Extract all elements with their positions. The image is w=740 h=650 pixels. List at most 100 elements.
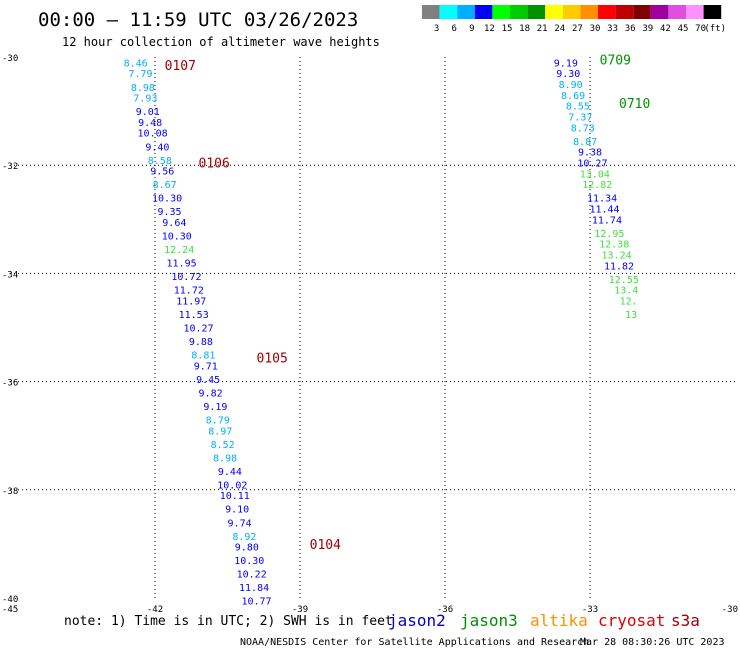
swh-value: 7.79 (128, 69, 152, 80)
swh-value: 9.10 (225, 505, 249, 516)
scale-swatch (457, 5, 475, 19)
swh-value: 9.35 (157, 207, 181, 218)
scale-label: 3 (434, 24, 439, 34)
footer-timestamp: Mar 28 08:30:26 UTC 2023 (580, 637, 725, 648)
swh-value: 9.19 (554, 58, 578, 69)
scale-label: 18 (519, 24, 530, 34)
swh-points: 8.467.798.987.939.019.4810.089.408.589.5… (124, 58, 639, 607)
swh-value: 9.48 (138, 118, 162, 129)
swh-value: 10.30 (162, 232, 192, 243)
pass-time-label: 0709 (600, 54, 631, 69)
pass-time-label: 0105 (257, 351, 288, 366)
swh-value: 8.67 (153, 180, 177, 191)
swh-value: 8.98 (131, 83, 155, 94)
swh-value: 8.97 (208, 426, 232, 437)
scale-label: 9 (469, 24, 474, 34)
scale-label: 15 (502, 24, 513, 34)
scale-label: 36 (625, 24, 636, 34)
swh-value: 11.53 (179, 310, 209, 321)
scale-label: 33 (607, 24, 618, 34)
color-scale-legend: 3 6 9 12 15 18 21 24 27 30 33 36 39 42 45 70(ft) (422, 5, 726, 34)
scale-label: 6 (451, 24, 456, 34)
swh-value: 10.02 (217, 480, 247, 491)
pass-time-label: 0104 (310, 538, 341, 553)
scale-label: 45 (678, 24, 689, 34)
scale-label: 24 (554, 24, 565, 34)
y-tick-label: -34 (2, 270, 18, 280)
x-tick-label: -30 (722, 605, 738, 615)
satellite-legend-s3a: s3a (671, 611, 700, 630)
x-tick-label: -45 (2, 605, 18, 615)
swh-value: 11.84 (239, 583, 269, 594)
swh-value: 9.80 (235, 543, 259, 554)
plot-area: -30 -32 -34 -36 -38 -40 -45 -42 -39 -36 -33 -30 8.… (2, 54, 738, 615)
scale-swatch (686, 5, 704, 19)
swh-value: 7.37 (568, 113, 592, 124)
swh-value: 10.27 (577, 158, 607, 169)
satellite-legend-jason3: jason3 (460, 611, 518, 630)
swh-value: 9.30 (556, 69, 580, 80)
swh-value: 11.74 (592, 215, 622, 226)
grid-lines (10, 57, 735, 598)
swh-value: 11.34 (587, 194, 617, 205)
swh-value: 9.40 (145, 142, 169, 153)
pass-time-label: 0710 (619, 97, 650, 112)
scale-label: (ft) (704, 24, 726, 34)
scale-swatch (633, 5, 651, 19)
y-tick-label: -38 (2, 487, 18, 497)
scale-swatch (562, 5, 581, 19)
swh-value: 8.98 (213, 453, 237, 464)
swh-value: 8.69 (561, 91, 585, 102)
scale-swatch (668, 5, 686, 19)
swh-value: 12.95 (594, 229, 624, 240)
scale-swatch (492, 5, 510, 19)
swh-value: 12.55 (609, 275, 639, 286)
swh-value: 10.30 (234, 556, 264, 567)
swh-value: 8.87 (573, 137, 597, 148)
scale-label: 30 (590, 24, 601, 34)
satellite-legend-altika: altika (530, 611, 588, 630)
scale-swatch (439, 5, 458, 19)
x-tick-label: -39 (292, 605, 308, 615)
swh-value: 9.01 (136, 107, 160, 118)
y-axis-ticks: -30 -32 -34 -36 -38 -40 (2, 54, 18, 605)
x-axis-ticks: -45 -42 -39 -36 -33 -30 (2, 605, 738, 615)
swh-value: 9.82 (199, 388, 223, 399)
footer-note: note: 1) Time is in UTC; 2) SWH is in fe… (64, 614, 393, 629)
scale-swatch (615, 5, 634, 19)
plot-background (10, 57, 735, 598)
chart-title: 00:00 – 11:59 UTC 03/26/2023 (38, 9, 358, 31)
swh-value: 8.58 (148, 156, 172, 167)
swh-value: 8.81 (191, 351, 215, 362)
swh-value: 8.55 (566, 102, 590, 113)
scale-label: 27 (572, 24, 583, 34)
swh-value: 10.27 (183, 324, 213, 335)
swh-value: 13.24 (602, 250, 632, 261)
swh-value: 12. (620, 296, 638, 307)
swh-value: 11.44 (589, 204, 619, 215)
scale-swatch (474, 5, 493, 19)
y-tick-label: -30 (2, 54, 18, 64)
x-tick-label: -36 (437, 605, 453, 615)
scale-label: 12 (484, 24, 495, 34)
swh-value: 9.38 (578, 148, 602, 159)
swh-value: 11.95 (167, 259, 197, 270)
pass-time-label: 0106 (199, 156, 230, 171)
scale-label: 39 (642, 24, 653, 34)
swh-value: 10.11 (220, 491, 250, 502)
swh-value: 10.22 (237, 570, 267, 581)
y-tick-label: -32 (2, 162, 18, 172)
scale-swatch (580, 5, 598, 19)
swh-value: 10.08 (138, 129, 168, 140)
scale-label: 42 (660, 24, 671, 34)
satellite-legend-cryosat: cryosat (598, 611, 665, 630)
satellite-legend: jason2 jason3 altika cryosat s3a (388, 611, 700, 630)
x-tick-label: -33 (582, 605, 598, 615)
swh-value: 13.04 (580, 169, 610, 180)
swh-value: 12.82 (582, 180, 612, 191)
scale-swatch (527, 5, 546, 19)
swh-value: 11.97 (176, 296, 206, 307)
swh-value: 9.71 (194, 361, 218, 372)
swh-value: 9.45 (196, 375, 220, 386)
